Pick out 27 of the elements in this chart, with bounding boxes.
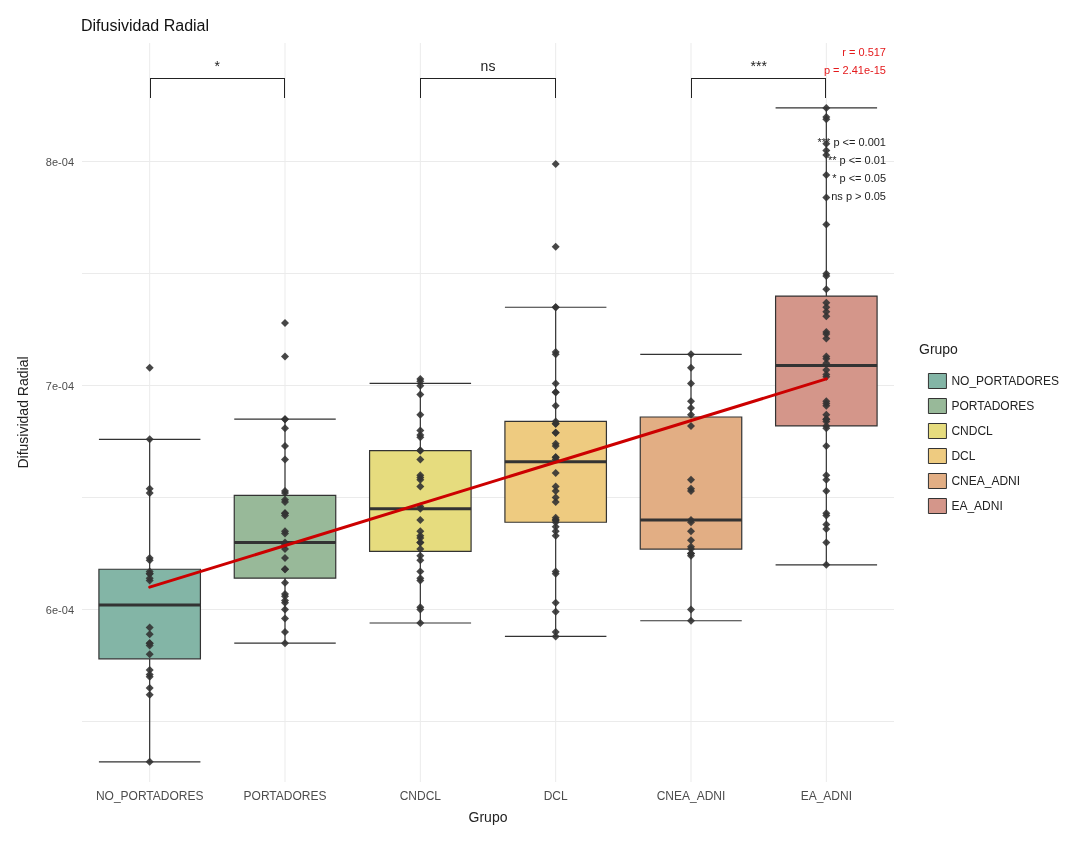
y-tick-label: 6e-04 — [45, 603, 74, 616]
legend-label: NO_PORTADORES — [951, 374, 1059, 388]
annotation: * p <= 0.05 — [832, 171, 886, 184]
legend-title: Grupo — [919, 341, 959, 357]
x-axis-title: Grupo — [468, 809, 508, 825]
y-axis-title: Difusividad Radial — [15, 356, 31, 469]
x-tick-label: CNDCL — [399, 789, 442, 803]
annotation: ns — [480, 58, 496, 74]
annotation: * — [214, 58, 221, 74]
x-tick-label: DCL — [543, 789, 568, 803]
annotation: ** p <= 0.01 — [827, 153, 886, 166]
legend-label: EA_ADNI — [951, 499, 1003, 513]
annotation: *** — [750, 58, 768, 74]
legend-label: PORTADORES — [951, 399, 1035, 413]
x-tick-label: CNEA_ADNI — [656, 789, 726, 803]
x-tick-label: EA_ADNI — [800, 789, 853, 803]
legend-label: CNDCL — [951, 424, 994, 438]
annotation: r = 0.517 — [842, 45, 886, 58]
legend-label: CNEA_ADNI — [951, 474, 1021, 488]
annotation: ns p > 0.05 — [831, 189, 886, 202]
y-tick-label: 8e-04 — [45, 155, 74, 168]
chart-title: Difusividad Radial — [81, 16, 210, 34]
x-tick-label: PORTADORES — [243, 789, 327, 803]
annotation: p = 2.41e-15 — [823, 63, 886, 76]
x-tick-label: NO_PORTADORES — [95, 789, 204, 803]
y-tick-label: 7e-04 — [45, 379, 74, 392]
legend-label: DCL — [951, 449, 976, 463]
